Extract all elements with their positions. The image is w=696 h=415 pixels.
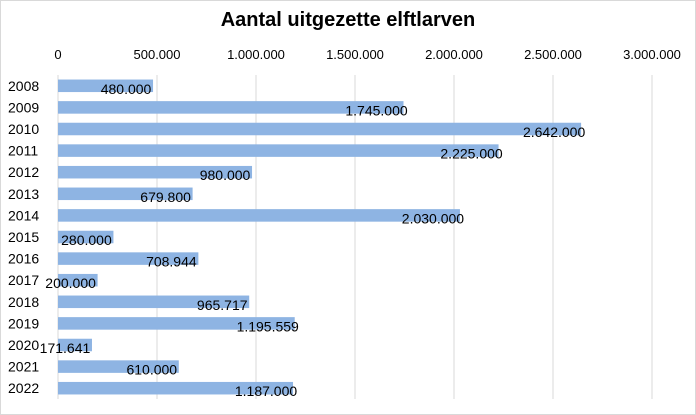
x-axis-tick-labels: 0 500.000 1.000.000 1.500.000 2.000.000 2.500…: [54, 47, 681, 62]
data-label: 980.000: [200, 167, 251, 183]
bar-2017: [58, 273, 98, 287]
data-label: 679.800: [140, 189, 191, 205]
bar-2021: [58, 360, 179, 373]
bar-2018: [58, 295, 250, 309]
bar-2011: [58, 144, 499, 157]
category-label: 2009: [8, 99, 39, 115]
category-label: 2014: [8, 207, 39, 223]
category-label: 2017: [8, 272, 39, 288]
x-tick-label: 1.000.000: [227, 47, 285, 62]
bar-2014: [58, 209, 460, 222]
data-label: 708.944: [146, 254, 197, 270]
data-label: 965.717: [197, 297, 248, 313]
data-label: 2.642.000: [523, 124, 585, 140]
category-label: 2008: [8, 78, 39, 94]
bar-2010: [58, 122, 582, 136]
category-label: 2021: [8, 359, 39, 375]
category-label: 2013: [8, 186, 39, 202]
bar-2016: [58, 252, 199, 265]
data-label: 171.641: [40, 340, 91, 356]
x-tick-label: 500.000: [134, 47, 181, 62]
bar-2009: [58, 101, 404, 114]
bar-2015: [58, 230, 114, 244]
x-tick-label: 3.000.000: [623, 47, 681, 62]
x-tick-label: 2.500.000: [524, 47, 582, 62]
y-axis-category-labels: 2008 2009 2010 2011 2012 2013 2014 2015 2016 2017…: [8, 78, 39, 396]
category-label: 2015: [8, 229, 39, 245]
bar-2013: [58, 187, 193, 201]
category-label: 2018: [8, 294, 39, 310]
data-label: 1.745.000: [345, 102, 407, 118]
data-label: 1.195.559: [237, 318, 299, 334]
data-label: 1.187.000: [235, 383, 297, 399]
category-label: 2019: [8, 315, 39, 331]
category-label: 2011: [8, 143, 38, 159]
data-label: 280.000: [61, 232, 112, 248]
category-label: 2020: [8, 337, 39, 353]
category-label: 2016: [8, 251, 39, 267]
bar-2020: [58, 338, 92, 352]
chart-title: Aantal uitgezette elftlarven: [220, 9, 476, 31]
bar-2019: [58, 317, 295, 330]
data-label: 480.000: [101, 81, 152, 97]
x-tick-label: 2.000.000: [425, 47, 483, 62]
x-tick-label: 1.500.000: [326, 47, 384, 62]
bar-series: [58, 79, 582, 395]
bar-2012: [58, 165, 253, 179]
data-labels: 480.000 1.745.000 2.642.000 2.225.000 980.00…: [40, 81, 586, 399]
data-label: 200.000: [45, 275, 96, 291]
bar-2022: [58, 381, 294, 395]
category-label: 2022: [8, 380, 39, 396]
data-label: 2.030.000: [402, 210, 464, 226]
category-label: 2010: [8, 121, 39, 137]
data-label: 2.225.000: [440, 146, 502, 162]
bar-2008: [58, 79, 154, 93]
category-label: 2012: [8, 164, 39, 180]
data-label: 610.000: [126, 362, 177, 378]
x-tick-label: 0: [54, 47, 61, 62]
